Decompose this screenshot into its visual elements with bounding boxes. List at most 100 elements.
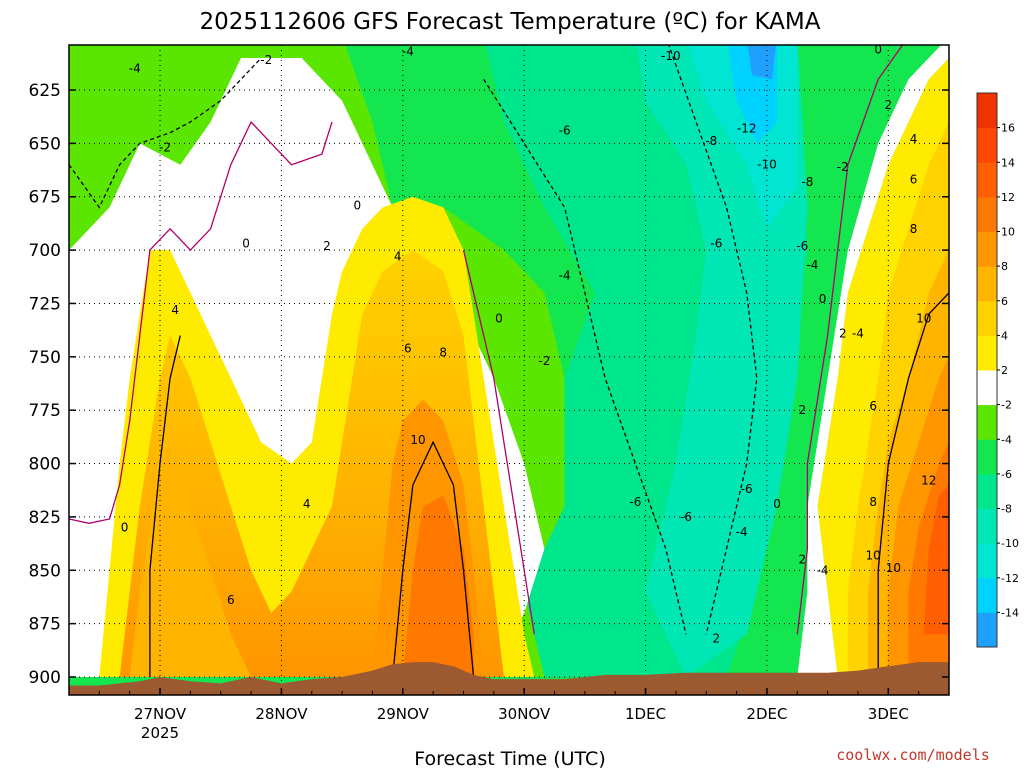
contour-label-44: -4 <box>736 525 748 539</box>
colorbar-label-2: -10 <box>1001 537 1019 550</box>
xtick-label-4: 1DEC <box>625 705 666 723</box>
contour-label-22: 4 <box>394 250 402 264</box>
colorbar: -14 -12 -10 -8 -6 -4 -2 2 4 6 8 10 12 14 16 <box>976 92 1019 648</box>
contour-label-12: 4 <box>910 132 918 146</box>
contour-label-0: -4 <box>129 62 141 76</box>
contour-label-18: -4 <box>806 258 818 272</box>
x-axis-title: Forecast Time (UTC) <box>414 748 605 768</box>
contour-label-19: 0 <box>353 198 361 212</box>
contour-label-23: -4 <box>559 269 571 283</box>
contour-label-37: -6 <box>629 495 641 509</box>
contour-label-31: 8 <box>439 346 447 360</box>
xtick-label-2: 29NOV <box>377 705 430 723</box>
year-label: 2025 <box>141 724 179 742</box>
colorbar-swatch-2 <box>977 543 997 579</box>
contour-label-8: -12 <box>737 121 757 135</box>
credit-text[interactable]: coolwx.com/models <box>836 746 990 764</box>
contour-label-7: -8 <box>705 134 717 148</box>
band-zero-east <box>797 45 949 677</box>
contour-label-20: 0 <box>242 237 250 251</box>
contour-zero-3 <box>462 249 535 635</box>
colorbar-swatch-12 <box>977 196 997 232</box>
ytick-label-3: 700 <box>29 241 61 261</box>
colorbar-swatch-10 <box>977 266 997 302</box>
contour-zero-2 <box>139 120 333 336</box>
ytick-label-9: 850 <box>29 561 61 581</box>
colorbar-swatch-9 <box>977 300 997 336</box>
ytick-label-0: 625 <box>29 81 61 101</box>
contour-label-25: 0 <box>495 311 503 325</box>
contour-label-9: -10 <box>757 158 777 172</box>
colorbar-swatch-11 <box>977 231 997 267</box>
contour-label-10: -2 <box>837 160 849 174</box>
colorbar-label-6: -2 <box>1001 399 1012 412</box>
colorbar-label-1: -12 <box>1001 572 1019 585</box>
contour-label-21: 2 <box>323 239 331 253</box>
contour-label-13: 6 <box>910 173 918 187</box>
colorbar-swatch-4 <box>977 473 997 509</box>
contour-label-49: 6 <box>227 593 235 607</box>
chart-title: 2025112606 GFS Forecast Temperature (ºC)… <box>200 9 821 35</box>
contour-lines <box>69 45 949 678</box>
band-p10 <box>402 495 474 677</box>
colorbar-label-10: 8 <box>1001 260 1008 273</box>
contour-label-36: -6 <box>741 482 753 496</box>
temperature-field <box>69 45 949 695</box>
colorbar-label-5: -4 <box>1001 433 1012 446</box>
contour-label-30: 6 <box>404 341 412 355</box>
terrain-fill <box>69 662 949 695</box>
contour-label-46: 2 <box>799 553 807 567</box>
colorbar-label-13: 14 <box>1001 156 1015 169</box>
contour-label-48: 10 <box>886 561 901 575</box>
colorbar-label-0: -14 <box>1001 606 1019 619</box>
ytick-label-4: 725 <box>29 294 61 314</box>
colorbar-swatch-14 <box>977 127 997 163</box>
contour-label-1: -2 <box>260 53 272 67</box>
colorbar-label-8: 4 <box>1001 329 1008 342</box>
gridlines <box>69 45 949 695</box>
contour-label-15: 8 <box>910 222 918 236</box>
contour-label-41: 0 <box>773 497 781 511</box>
colorbar-swatch-8 <box>977 335 997 371</box>
contour-label-24: 4 <box>171 303 179 317</box>
x-axis: 27NOV 28NOV 29NOV 30NOV 1DEC 2DEC 3DEC <box>68 688 950 723</box>
xtick-label-0: 27NOV <box>134 705 187 723</box>
contour-p8-east <box>877 292 949 677</box>
ytick-label-6: 775 <box>29 401 61 421</box>
ytick-label-2: 675 <box>29 188 61 208</box>
ytick-label-5: 750 <box>29 348 61 368</box>
contour-label-28: -4 <box>852 326 864 340</box>
contour-label-5: -2 <box>159 141 171 155</box>
xtick-label-1: 28NOV <box>255 705 308 723</box>
ytick-label-8: 825 <box>29 508 61 528</box>
contour-label-34: 6 <box>869 399 877 413</box>
contour-label-47: -4 <box>817 563 829 577</box>
contour-zero-4 <box>796 45 904 635</box>
contour-label-14: -8 <box>801 175 813 189</box>
contour-label-50: 2 <box>713 632 721 646</box>
ytick-label-7: 800 <box>29 455 61 475</box>
contour-label-27: 2 <box>839 326 847 340</box>
contour-label-43: 0 <box>121 521 129 535</box>
colorbar-swatch-15 <box>977 93 997 129</box>
contour-label-39: 12 <box>921 474 936 488</box>
xtick-label-5: 2DEC <box>746 705 787 723</box>
contour-label-45: 10 <box>865 548 880 562</box>
contour-label-42: 8 <box>869 495 877 509</box>
colorbar-swatch-3 <box>977 508 997 544</box>
colorbar-label-9: 6 <box>1001 295 1008 308</box>
contour-label-35: 10 <box>410 433 425 447</box>
ytick-label-10: 875 <box>29 615 61 635</box>
band-m14 <box>747 45 777 80</box>
contour-label-32: -2 <box>538 354 550 368</box>
contour-label-33: 2 <box>799 403 807 417</box>
colorbar-swatch-7 <box>977 370 997 406</box>
xtick-label-3: 30NOV <box>498 705 551 723</box>
contour-labels: -4 -2 -4 -10 0 -2 -6 -8 -12 -10 -2 2 4 6 -8 8 -6 -6 -4 0 0 2 4… <box>121 45 937 646</box>
colorbar-swatch-1 <box>977 577 997 613</box>
contour-label-26: 0 <box>819 292 827 306</box>
contour-label-3: -10 <box>661 49 681 63</box>
colorbar-label-7: 2 <box>1001 364 1008 377</box>
